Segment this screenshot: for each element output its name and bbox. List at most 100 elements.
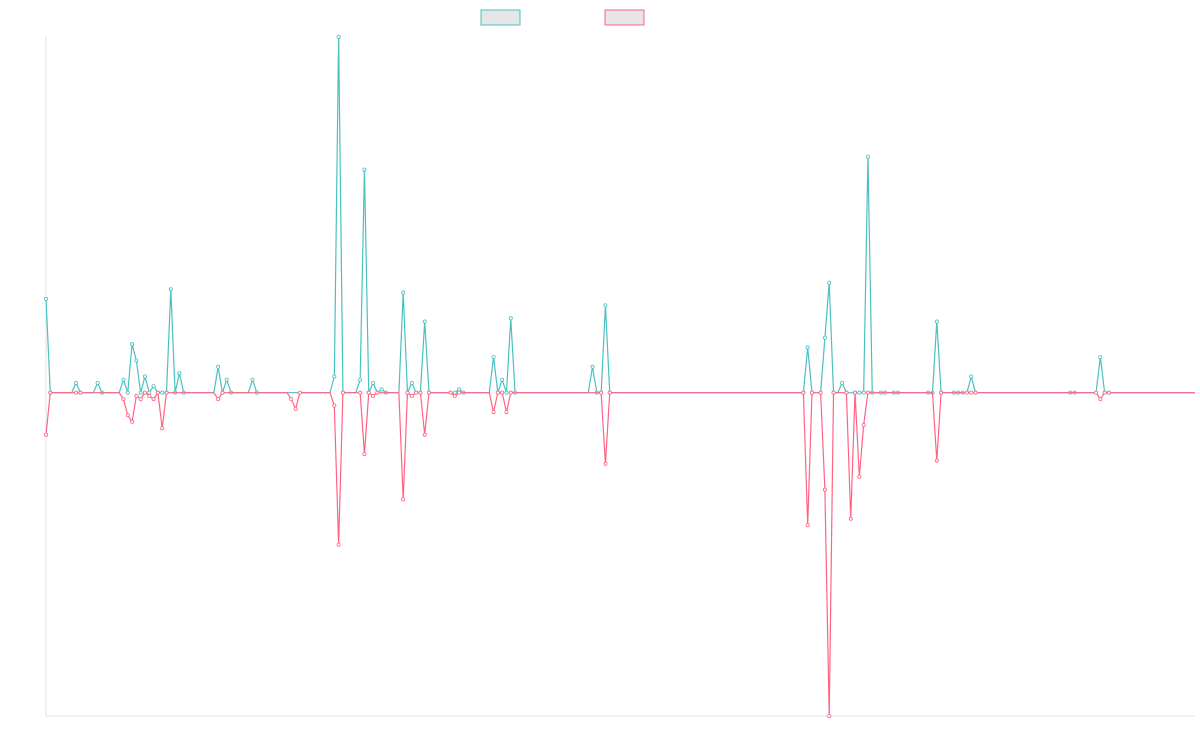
series-2-point [827, 714, 832, 719]
series-2-point [500, 390, 505, 395]
series-1-point [969, 374, 974, 379]
series-1-point [134, 358, 139, 363]
series-2-point [293, 406, 298, 411]
series-2-point [973, 390, 978, 395]
series-2-point [853, 390, 858, 395]
series-1-point [147, 390, 152, 395]
series-2-point [375, 390, 380, 395]
series-1-point [250, 377, 255, 382]
series-2-point [138, 397, 143, 402]
series-1-point [121, 377, 126, 382]
series-1-point [216, 364, 221, 369]
series-2 [44, 390, 1195, 719]
series-1 [44, 35, 1195, 395]
series-1-point [934, 319, 939, 324]
series-2-point [332, 403, 337, 408]
series-2-point [607, 390, 612, 395]
series-2-point [409, 393, 414, 398]
series-1-point [422, 319, 427, 324]
series-2-point [405, 390, 410, 395]
series-2-point [340, 390, 345, 395]
series-2-point [147, 393, 152, 398]
series-2-point [164, 390, 169, 395]
series-1-point [401, 290, 406, 295]
series-2-point [160, 426, 165, 431]
legend-swatch-2[interactable] [604, 9, 645, 26]
series-2-point [831, 390, 836, 395]
series-2-point [142, 390, 147, 395]
series-2-point [48, 390, 53, 395]
series-1-point [861, 390, 866, 395]
series-2-point [508, 390, 513, 395]
series-1-line [45, 36, 1195, 395]
series-1-point [805, 345, 810, 350]
series-2-point [1102, 390, 1107, 395]
series-2-line [45, 390, 1195, 717]
series-2-point [358, 390, 363, 395]
series-1-point [332, 374, 337, 379]
series-1-point [168, 287, 173, 292]
series-2-point [155, 390, 160, 395]
series-1-point [130, 342, 135, 347]
legend-swatch-1[interactable] [480, 9, 521, 26]
series-2-point [121, 397, 126, 402]
series-1-point [44, 296, 49, 301]
series-1-point [379, 387, 384, 392]
series-1-point [457, 387, 462, 392]
series-1-point [590, 364, 595, 369]
series-1-point [142, 374, 147, 379]
series-2-point [371, 393, 376, 398]
series-2-point [939, 390, 944, 395]
series-2-point [818, 390, 823, 395]
series-2-point [44, 432, 49, 437]
series-1-point [358, 377, 363, 382]
series-2-point [134, 393, 139, 398]
series-2-point [216, 397, 221, 402]
series-2-point [1106, 390, 1111, 395]
series-2-point [857, 474, 862, 479]
series-1-point [822, 335, 827, 340]
series-2-point [1094, 390, 1099, 395]
series-1-point [491, 355, 496, 360]
series-2-point [426, 390, 431, 395]
series-2-point [125, 413, 130, 418]
series-1-point [336, 35, 341, 40]
series-2-point [414, 390, 419, 395]
series-2-point [861, 422, 866, 427]
series-2-point [599, 390, 604, 395]
series-2-point [452, 393, 457, 398]
series-2-point [422, 432, 427, 437]
series-1-point [500, 377, 505, 382]
series-1-point [827, 280, 832, 285]
series-2-point [844, 390, 849, 395]
series-1-point [371, 380, 376, 385]
series-2-point [448, 390, 453, 395]
series-2-point [78, 390, 83, 395]
series-1-point [125, 390, 130, 395]
series-2-point [366, 390, 371, 395]
series-2-point [457, 390, 462, 395]
series-1-point [508, 316, 513, 321]
series-1-point [177, 371, 182, 376]
series-2-point [491, 410, 496, 415]
series-1-point [362, 167, 367, 172]
series-2-point [151, 397, 156, 402]
series-2-point [74, 390, 79, 395]
series-1-point [857, 390, 862, 395]
legend[interactable] [480, 9, 645, 26]
series-1-point [138, 390, 143, 395]
series-1-point [151, 384, 156, 389]
series-1-point [224, 377, 229, 382]
series-2-point [289, 397, 294, 402]
series-2-point [848, 516, 853, 521]
series-2-point [418, 390, 423, 395]
series-2-point [934, 458, 939, 463]
series-1-point [1098, 355, 1103, 360]
series-2-point [220, 390, 225, 395]
series-2-point [805, 523, 810, 528]
series-1-point [840, 380, 845, 385]
series-2-point [603, 461, 608, 466]
series-1-point [603, 303, 608, 308]
